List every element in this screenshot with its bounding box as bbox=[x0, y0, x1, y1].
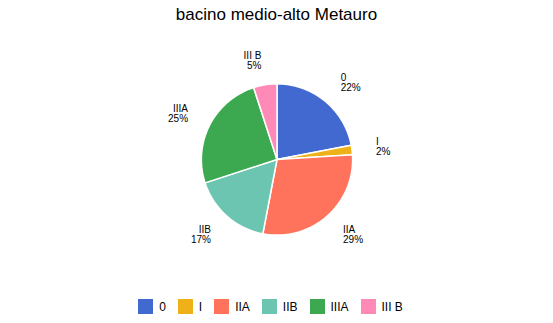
svg-text:IIIA25%: IIIA25% bbox=[168, 103, 188, 124]
svg-text:III B5%: III B5% bbox=[244, 50, 262, 71]
svg-text:I2%: I2% bbox=[376, 136, 391, 157]
svg-text:022%: 022% bbox=[341, 72, 361, 93]
html-text:bacino medio-alto Metauro: bacino medio-alto Metauro bbox=[175, 5, 378, 24]
html-text:IIIA: IIIA bbox=[330, 299, 349, 314]
html-text:0: 0 bbox=[159, 299, 166, 314]
svg-text:IIB17%: IIB17% bbox=[191, 224, 211, 245]
svg-text:IIA29%: IIA29% bbox=[343, 224, 363, 245]
html-text:III B: III B bbox=[381, 299, 403, 314]
html-text:IIA: IIA bbox=[235, 299, 250, 314]
html-text:I: I bbox=[198, 299, 203, 314]
html-text:IIB: IIB bbox=[282, 299, 298, 314]
